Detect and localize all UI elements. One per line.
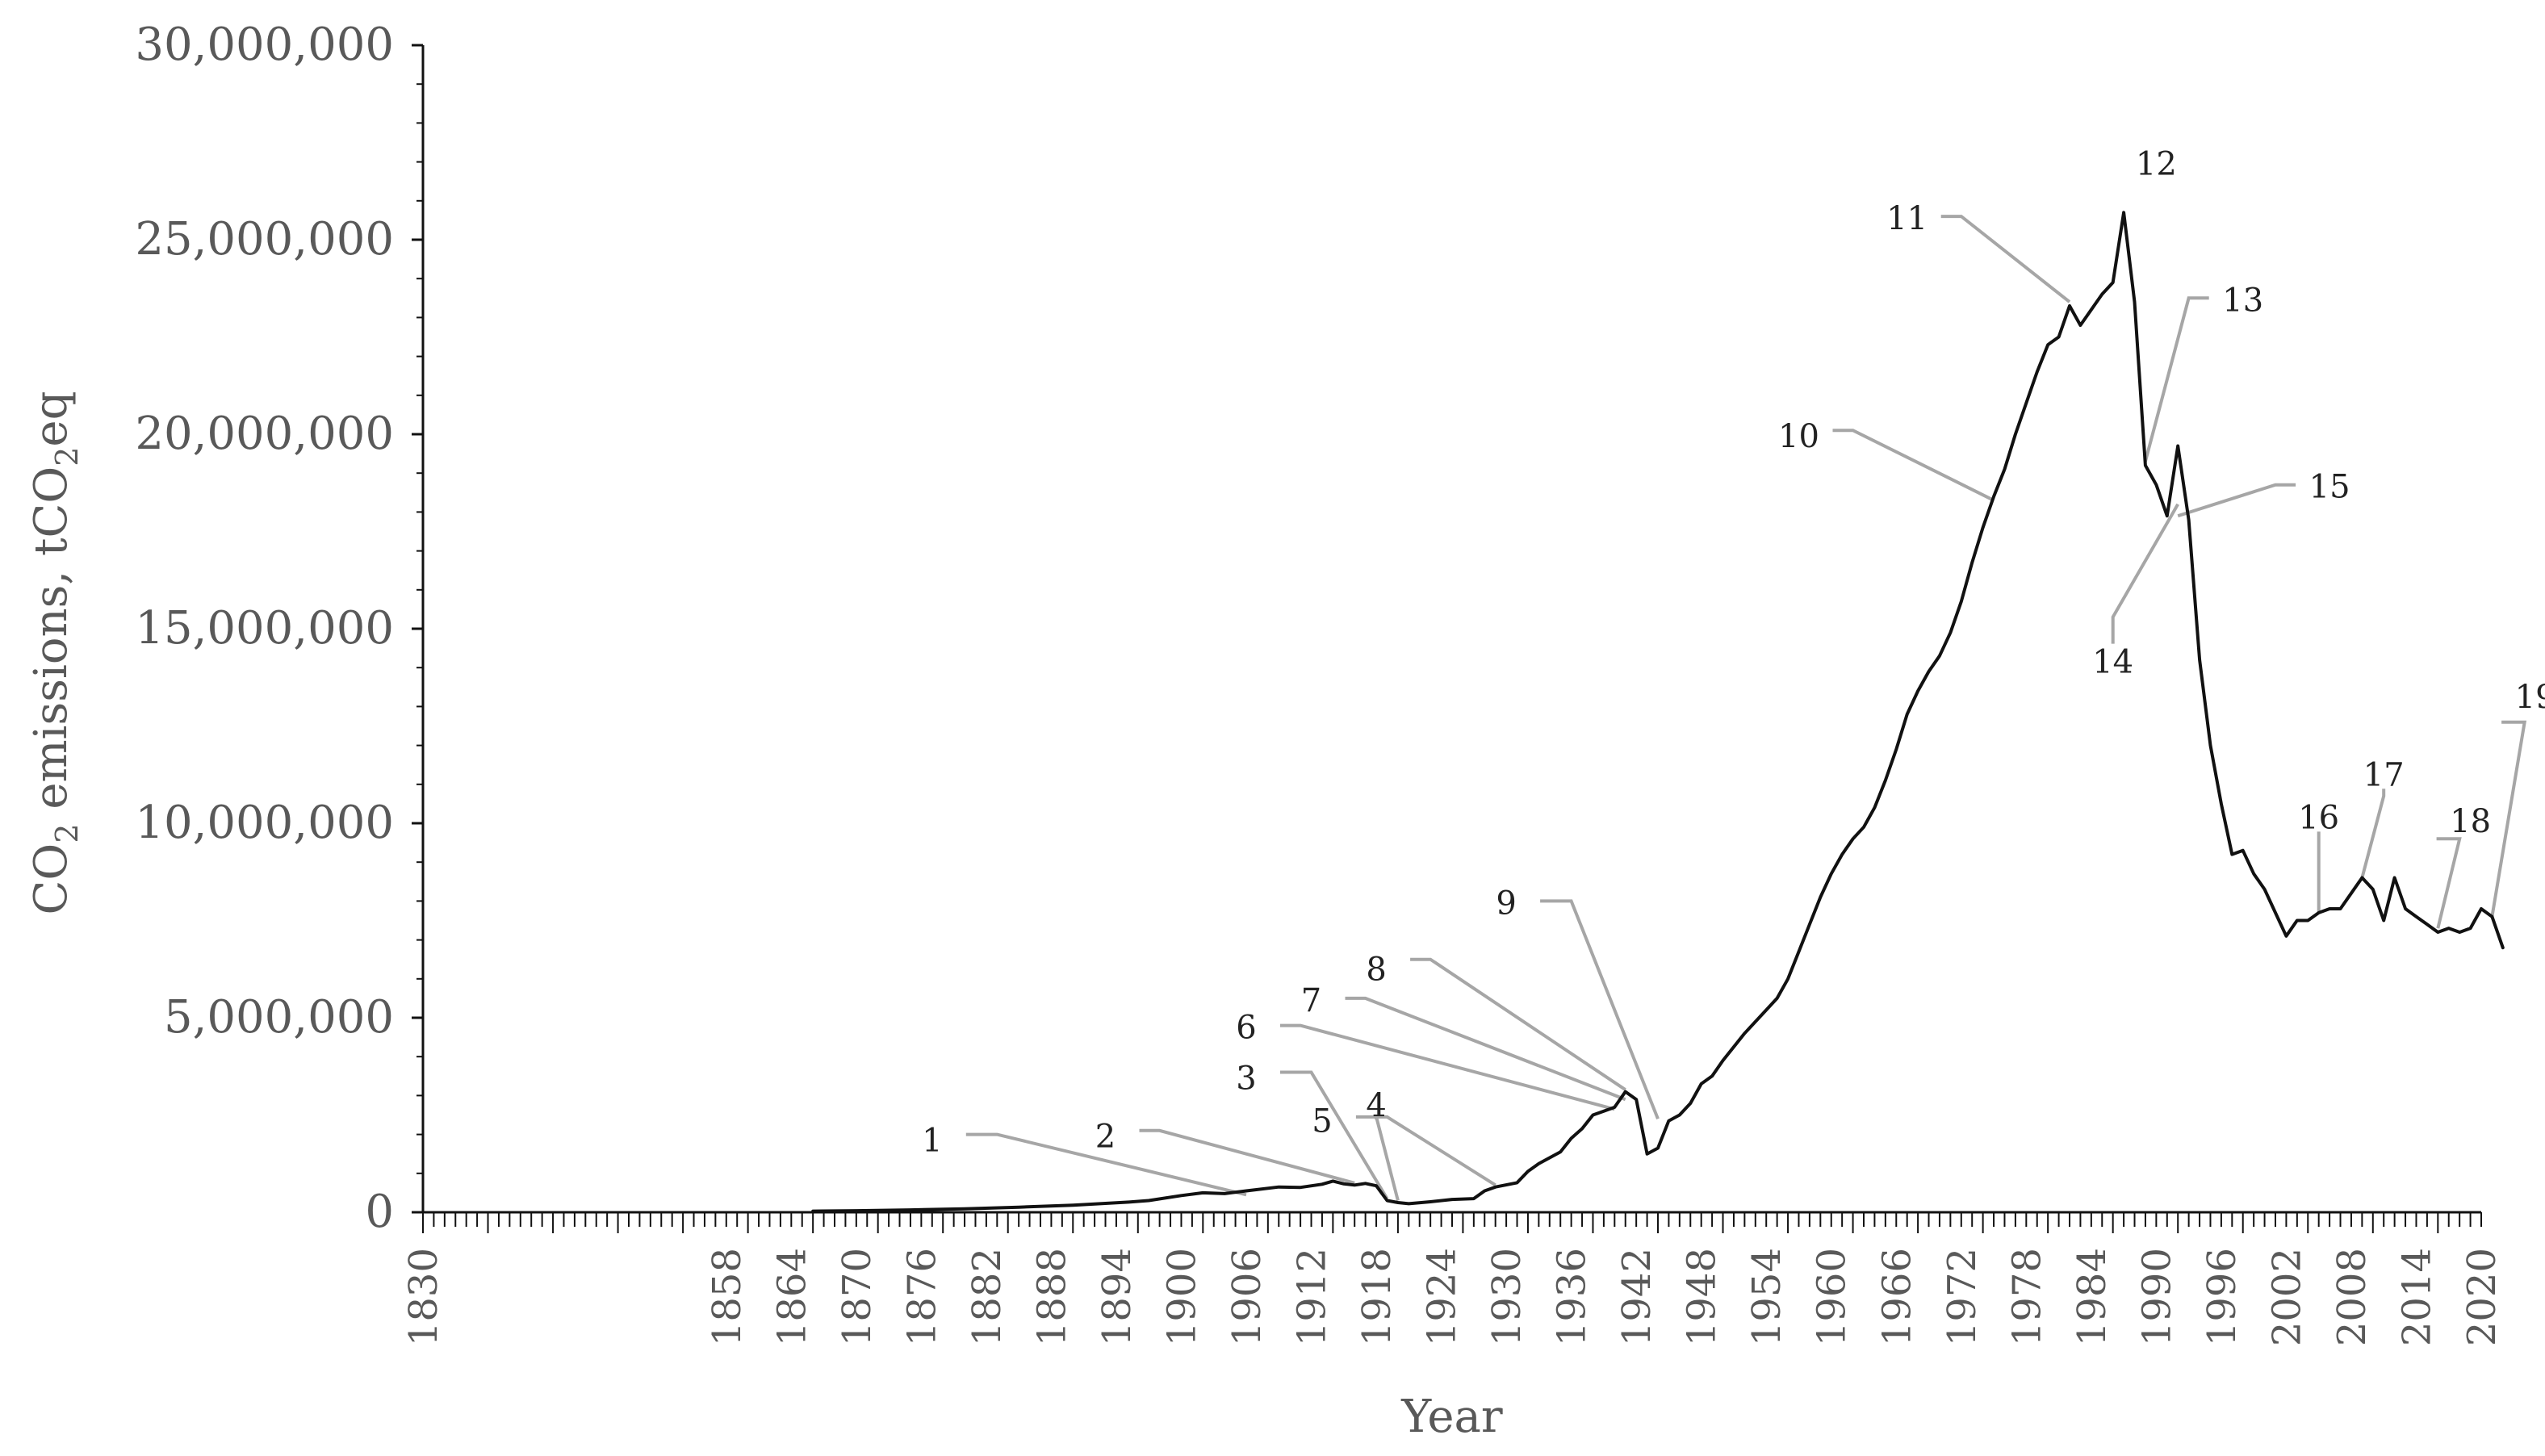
- x-tick-label: 1918: [1354, 1248, 1400, 1346]
- y-tick-label: 25,000,000: [135, 213, 394, 266]
- x-tick-label: 1954: [1744, 1248, 1789, 1346]
- y-axis-title-subscript: 2: [49, 447, 85, 467]
- callout-label-11: 11: [1886, 200, 1928, 237]
- callout-line-15: [2177, 483, 2296, 518]
- x-tick-label: 1894: [1095, 1248, 1140, 1346]
- x-tick-label: 2020: [2459, 1248, 2505, 1346]
- x-tick-label: 1972: [1940, 1248, 1985, 1346]
- callout-line-9: [1540, 899, 1660, 1120]
- axes: [421, 45, 2481, 1214]
- callout-line-18: [2436, 837, 2462, 929]
- x-tick-label: 1996: [2200, 1248, 2245, 1346]
- x-tick-label: 1900: [1159, 1248, 1204, 1346]
- callout-label-18: 18: [2450, 803, 2491, 840]
- y-tick-label: 30,000,000: [135, 19, 394, 71]
- callout-label-13: 13: [2222, 282, 2263, 319]
- x-axis-title: Year: [1400, 1391, 1503, 1443]
- callout-label-14: 14: [2092, 644, 2133, 681]
- y-axis-title-part: emissions, tCO: [25, 467, 77, 824]
- x-tick-label: 1906: [1224, 1248, 1270, 1346]
- x-tick-label: 2014: [2394, 1248, 2439, 1346]
- x-tick-label: 1966: [1874, 1248, 1919, 1346]
- series-line-co2-emissions: [811, 211, 2505, 1213]
- y-tick-labels: 0 5,000,000 10,000,000 15,000,000 20,000,000…: [135, 19, 394, 1238]
- y-tick-label: 10,000,000: [135, 797, 394, 849]
- callout-line-13: [2143, 296, 2209, 462]
- callout-line-5: [1355, 1115, 1496, 1186]
- callout-line-11: [1940, 215, 2071, 303]
- x-tick-label: 1924: [1420, 1248, 1465, 1346]
- callout-line-8: [1410, 957, 1626, 1091]
- x-tick-label: 1942: [1614, 1248, 1660, 1346]
- y-ticks: [412, 44, 423, 1214]
- x-tick-label: 1882: [965, 1248, 1010, 1346]
- callout-label-1: 1: [922, 1122, 942, 1159]
- callout-label-15: 15: [2309, 469, 2350, 506]
- callout-lines: [965, 215, 2527, 1202]
- x-tick-label: 1960: [1810, 1248, 1855, 1346]
- x-tick-label: 1912: [1290, 1248, 1335, 1346]
- y-axis-title-part: CO: [25, 843, 77, 915]
- callout-line-6: [1280, 1023, 1615, 1111]
- x-tick-label: 1936: [1550, 1248, 1595, 1346]
- x-tick-label: 1990: [2134, 1248, 2179, 1346]
- callout-label-17: 17: [2363, 756, 2405, 793]
- x-tick-label: 1978: [2004, 1248, 2049, 1346]
- x-tick-label: 1830: [401, 1248, 446, 1346]
- callout-label-10: 10: [1778, 418, 1819, 455]
- callout-line-1: [965, 1132, 1247, 1197]
- callout-label-19: 19: [2515, 679, 2545, 716]
- callout-line-10: [1832, 429, 1995, 502]
- y-tick-label: 15,000,000: [135, 602, 394, 655]
- callout-label-8: 8: [1366, 951, 1386, 988]
- callout-line-19: [2490, 720, 2527, 918]
- callout-label-12: 12: [2136, 146, 2177, 183]
- x-tick-label: 1984: [2070, 1248, 2115, 1346]
- x-tick-label: 1888: [1029, 1248, 1074, 1346]
- y-axis-title-part: eq: [25, 391, 77, 447]
- x-ticks: [422, 1212, 2482, 1233]
- x-tick-label: 1870: [835, 1248, 880, 1346]
- y-axis-title-subscript: 2: [49, 823, 85, 843]
- callout-line-2: [1139, 1128, 1355, 1185]
- callout-label-2: 2: [1095, 1119, 1116, 1156]
- callout-line-14: [2111, 503, 2179, 644]
- y-tick-label: 20,000,000: [135, 408, 394, 460]
- x-tick-label: 1876: [899, 1248, 944, 1346]
- x-tick-label: 1864: [769, 1248, 814, 1346]
- callout-line-17: [2360, 789, 2386, 879]
- x-tick-label: 1930: [1484, 1248, 1530, 1346]
- callout-label-5: 5: [1312, 1102, 1332, 1140]
- x-tick-label: 2008: [2329, 1248, 2375, 1346]
- x-tick-label: 1858: [705, 1248, 750, 1346]
- callout-label-6: 6: [1236, 1010, 1256, 1047]
- callout-label-7: 7: [1301, 982, 1321, 1019]
- callout-line-3: [1280, 1070, 1389, 1200]
- x-tick-label: 2002: [2264, 1248, 2309, 1346]
- callout-label-4: 4: [1366, 1087, 1386, 1124]
- callout-label-9: 9: [1496, 885, 1516, 922]
- callout-label-16: 16: [2298, 799, 2339, 836]
- x-tick-label: 1948: [1680, 1248, 1725, 1346]
- callout-labels: 12345678910111213141516171819: [922, 146, 2545, 1160]
- y-tick-label: 0: [365, 1186, 394, 1238]
- y-tick-label: 5,000,000: [164, 991, 394, 1044]
- callout-line-7: [1345, 996, 1626, 1102]
- callout-label-3: 3: [1236, 1060, 1256, 1097]
- y-axis-title: CO2 emissions, tCO2eq: [25, 391, 85, 915]
- x-tick-labels: 1830 1858 1864 1870 1876 1882 1888 1894 1900 1906…: [401, 1248, 2505, 1346]
